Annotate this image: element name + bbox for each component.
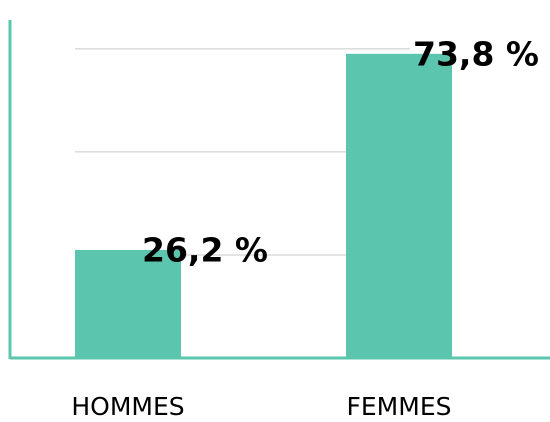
value-label: 26,2 % [142, 231, 268, 270]
x-tick-label: HOMMES [71, 392, 184, 421]
x-tick-label: FEMMES [347, 392, 452, 421]
bar [346, 53, 452, 359]
value-label: 73,8 % [413, 34, 539, 73]
bar [75, 250, 181, 358]
